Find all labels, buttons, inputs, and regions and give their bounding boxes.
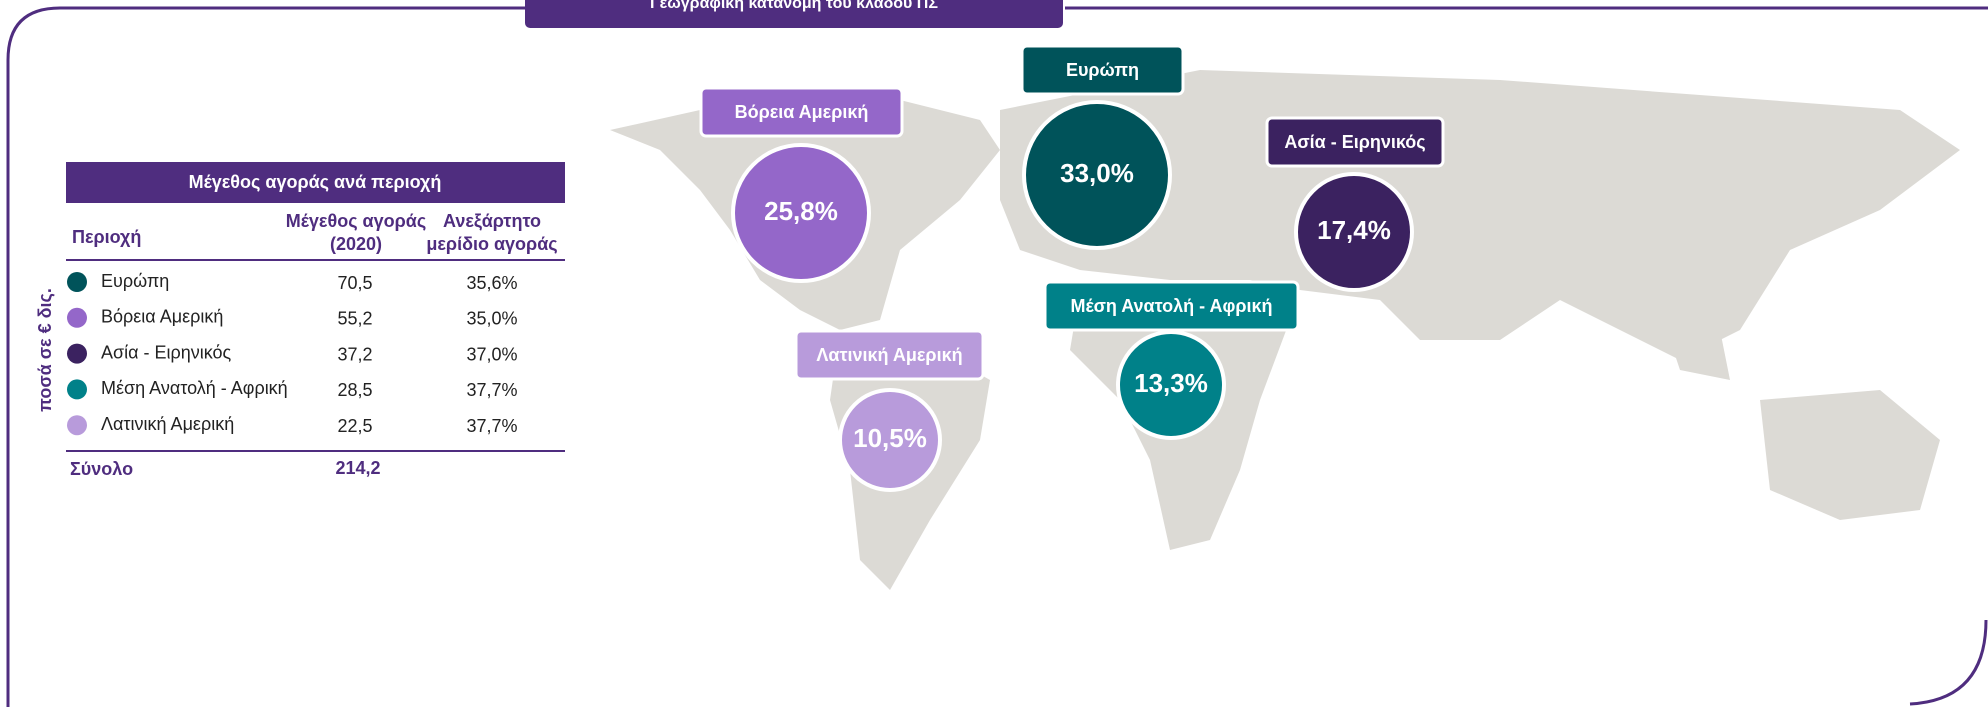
market-size: 22,5: [337, 416, 372, 436]
legend-dot: [67, 272, 87, 292]
frame-line: [1909, 619, 1988, 706]
region-share: 33,0%: [1060, 158, 1134, 188]
column-header: (2020): [330, 234, 382, 254]
market-size: 70,5: [337, 273, 372, 293]
region-bubble: [731, 143, 871, 283]
column-header: Μέγεθος αγοράς: [286, 211, 426, 231]
region-label: Ασία - Ειρηνικός: [1284, 132, 1425, 152]
total-value: 214,2: [335, 458, 380, 478]
region-name: Ασία - Ειρηνικός: [101, 342, 232, 362]
region-label: Λατινική Αμερική: [816, 345, 962, 365]
region-label: Μέση Ανατολή - Αφρική: [1070, 296, 1272, 316]
region-label-box: [1265, 116, 1445, 168]
region-label-box: [1043, 280, 1300, 332]
market-share: 35,0%: [466, 309, 517, 329]
market-share: 37,7%: [466, 380, 517, 400]
region-share: 25,8%: [764, 196, 838, 226]
legend-dot: [67, 379, 87, 400]
table-header: [66, 162, 565, 203]
title-box: [525, 0, 1063, 28]
region-label-box: [794, 329, 985, 381]
market-share: 37,7%: [466, 416, 517, 436]
region-label-box: [699, 86, 904, 138]
region-name: Ευρώπη: [101, 271, 169, 291]
total-label: Σύνολο: [70, 459, 133, 479]
column-header: Ανεξάρτητο: [443, 211, 541, 232]
region-name: Λατινική Αμερική: [101, 414, 234, 434]
frame-line: [6, 6, 525, 707]
region-bubble: [1116, 330, 1226, 440]
legend-dot: [67, 343, 87, 364]
page-title: Γεωγραφική κατανομή του κλάδου ΠΣ: [650, 0, 938, 12]
column-header: Περιοχή: [72, 227, 141, 247]
axis-note: ποσά σε € δις.: [35, 288, 55, 412]
legend-dot: [67, 415, 87, 436]
region-bubble: [1294, 172, 1414, 292]
region-bubble: [1022, 100, 1172, 250]
market-share: 37,0%: [466, 344, 517, 364]
market-share: 35,6%: [466, 273, 517, 293]
region-bubble: [838, 388, 942, 492]
region-label-box: [1020, 44, 1185, 96]
region-name: Βόρεια Αμερική: [101, 307, 223, 327]
market-size: 55,2: [337, 309, 372, 329]
column-header: μερίδιο αγοράς: [426, 234, 557, 254]
region-share: 10,5%: [853, 423, 927, 453]
legend-dot: [67, 307, 87, 328]
region-label: Ευρώπη: [1066, 60, 1139, 80]
region-share: 17,4%: [1317, 215, 1391, 245]
region-name: Μέση Ανατολή - Αφρική: [101, 378, 288, 398]
region-label: Βόρεια Αμερική: [735, 102, 869, 122]
market-size: 28,5: [337, 380, 372, 400]
region-share: 13,3%: [1134, 368, 1208, 398]
table-title: Μέγεθος αγοράς ανά περιοχή: [189, 172, 442, 192]
market-size: 37,2: [337, 344, 372, 364]
